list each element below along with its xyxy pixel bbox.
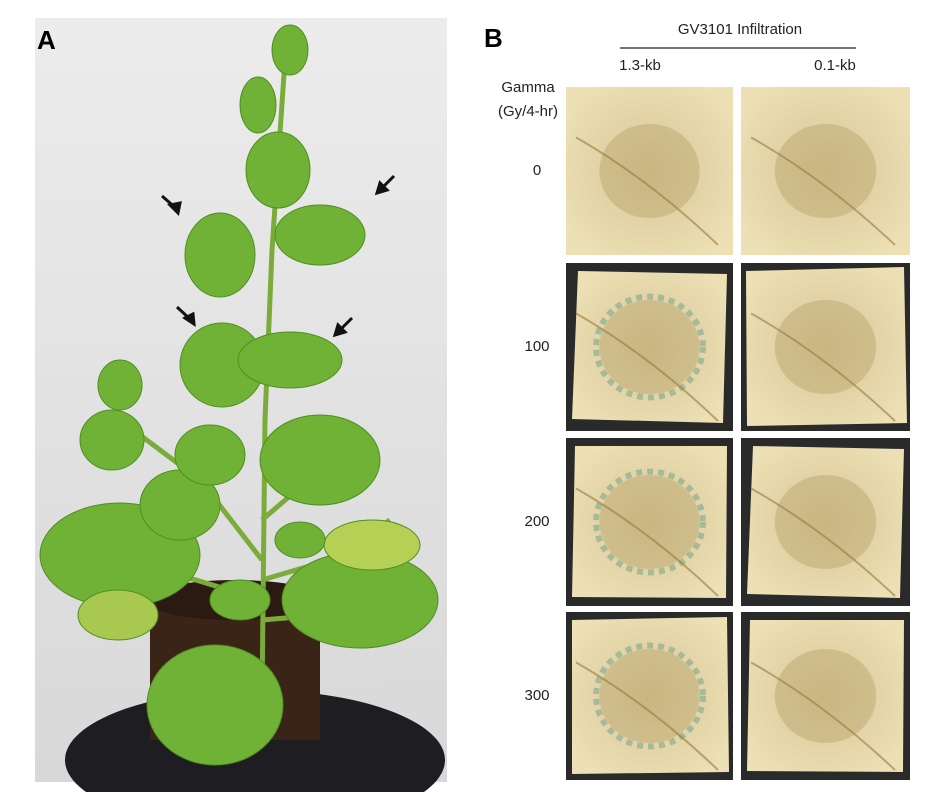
panel-label: A [37, 25, 56, 55]
column-label: 0.1-kb [814, 57, 856, 74]
leaf-disc [747, 446, 904, 598]
row-label: 100 [524, 338, 549, 355]
infiltration-zone [599, 299, 700, 395]
row-label: 200 [524, 513, 549, 530]
leaf-photo [741, 612, 910, 780]
row-label: 300 [524, 687, 549, 704]
plant-photo [35, 18, 447, 792]
leaf-disc [741, 87, 910, 255]
leaf-photo [566, 263, 733, 431]
infiltration-zone [599, 123, 700, 219]
leaf-disc [566, 87, 733, 255]
leaf-disc [747, 620, 904, 772]
row-axis-title: (Gy/4-hr) [498, 103, 558, 120]
leaf-photo [566, 87, 733, 255]
leaf-photo [566, 612, 733, 780]
infiltration-zone [774, 648, 877, 744]
leaf-photo [741, 87, 910, 255]
gus-stain [593, 468, 706, 576]
row-axis-title: Gamma [501, 79, 555, 96]
infiltration-zone [774, 299, 877, 395]
panel-label: B [484, 23, 503, 53]
leaf-vein [575, 312, 719, 422]
gus-stain [593, 642, 706, 750]
infiltration-zone [774, 474, 877, 570]
column-header: GV3101 Infiltration [678, 21, 802, 38]
leaf-photo [741, 263, 910, 431]
infiltration-zone [599, 474, 700, 570]
leaf-vein [575, 487, 719, 597]
row-label: 0 [533, 162, 541, 179]
leaf-vein [750, 487, 896, 597]
infiltration-zone [774, 123, 877, 219]
infiltration-zone [599, 648, 700, 744]
leaf-vein [750, 312, 896, 422]
leaf-vein [750, 661, 896, 771]
leaf-disc [746, 267, 907, 426]
leaf-vein [575, 136, 719, 246]
leaf-vein [575, 661, 719, 771]
column-label: 1.3-kb [619, 57, 661, 74]
leaf-photo [566, 438, 733, 606]
gus-stain [593, 293, 706, 401]
leaf-vein [750, 136, 896, 246]
leaf-photo [741, 438, 910, 606]
leaf-grid [566, 87, 910, 780]
